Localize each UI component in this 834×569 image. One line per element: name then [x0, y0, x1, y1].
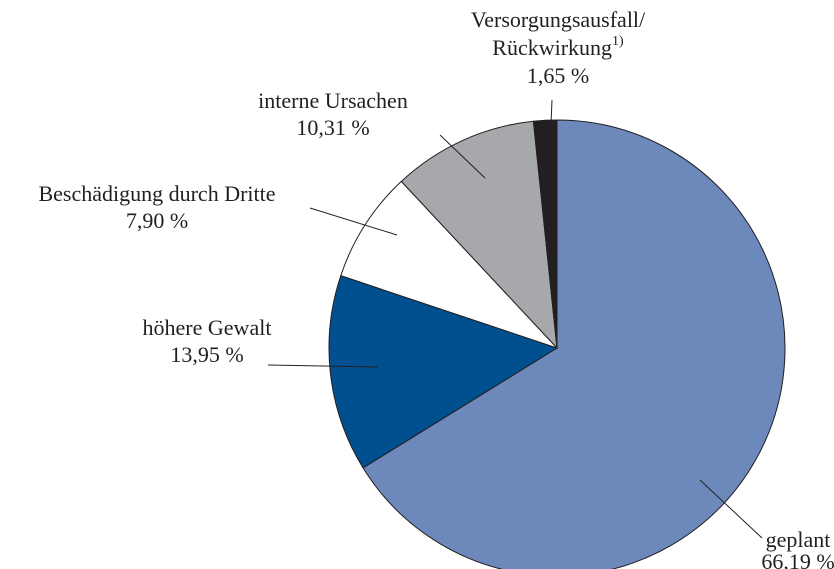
leader-line: [267, 364, 379, 368]
pie-slice: [532, 119, 558, 349]
leader-line: [699, 479, 763, 539]
label-line: Beschädigung durch Dritte: [38, 181, 275, 206]
label-line: geplant: [766, 527, 831, 552]
pie-slice: [400, 120, 558, 350]
slice-label: Versorgungsausfall/Rückwirkung1): [471, 7, 646, 60]
label-line: Rückwirkung: [492, 35, 612, 60]
footnote-mark: 1): [612, 34, 624, 49]
pie-slice: [328, 275, 559, 469]
label-line: höhere Gewalt: [143, 315, 272, 340]
slice-label: geplant: [766, 527, 831, 552]
value-label: 10,31 %: [296, 115, 369, 140]
slice-label: höhere Gewalt: [143, 315, 272, 340]
label-line: interne Ursachen: [258, 88, 408, 113]
slice-label: interne Ursachen: [258, 88, 408, 113]
pie-slice: [362, 119, 786, 569]
slice-label: Beschädigung durch Dritte: [38, 181, 275, 206]
value-label: 7,90 %: [126, 208, 188, 233]
leader-line: [439, 134, 486, 179]
value-label: 1,65 %: [527, 63, 589, 88]
leader-line: [309, 207, 398, 236]
value-label: 66,19 %: [761, 549, 834, 569]
leader-line: [550, 99, 553, 125]
value-label: 13,95 %: [170, 342, 243, 367]
label-line: Versorgungsausfall/: [471, 7, 646, 32]
